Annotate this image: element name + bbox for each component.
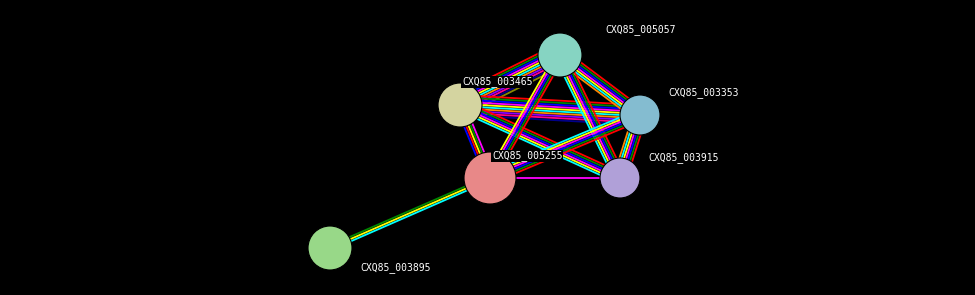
Text: CXQ85_003465: CXQ85_003465: [462, 76, 532, 87]
Circle shape: [438, 83, 482, 127]
Circle shape: [600, 158, 640, 198]
Circle shape: [538, 33, 582, 77]
Text: CXQ85_005057: CXQ85_005057: [605, 24, 676, 35]
Circle shape: [464, 152, 516, 204]
Circle shape: [308, 226, 352, 270]
Text: CXQ85_005255: CXQ85_005255: [492, 150, 563, 161]
Text: CXQ85_003353: CXQ85_003353: [668, 88, 738, 99]
Text: CXQ85_003915: CXQ85_003915: [648, 153, 719, 163]
Circle shape: [620, 95, 660, 135]
Text: CXQ85_003895: CXQ85_003895: [360, 263, 431, 273]
